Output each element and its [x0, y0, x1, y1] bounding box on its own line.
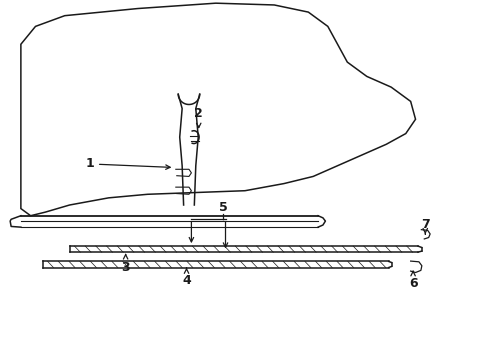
Text: 3: 3 — [122, 255, 130, 274]
Text: 2: 2 — [195, 107, 203, 127]
Text: 1: 1 — [85, 157, 170, 170]
Text: 7: 7 — [421, 218, 430, 234]
Text: 4: 4 — [182, 268, 191, 287]
Text: 6: 6 — [409, 271, 417, 290]
Text: 5: 5 — [219, 201, 227, 214]
